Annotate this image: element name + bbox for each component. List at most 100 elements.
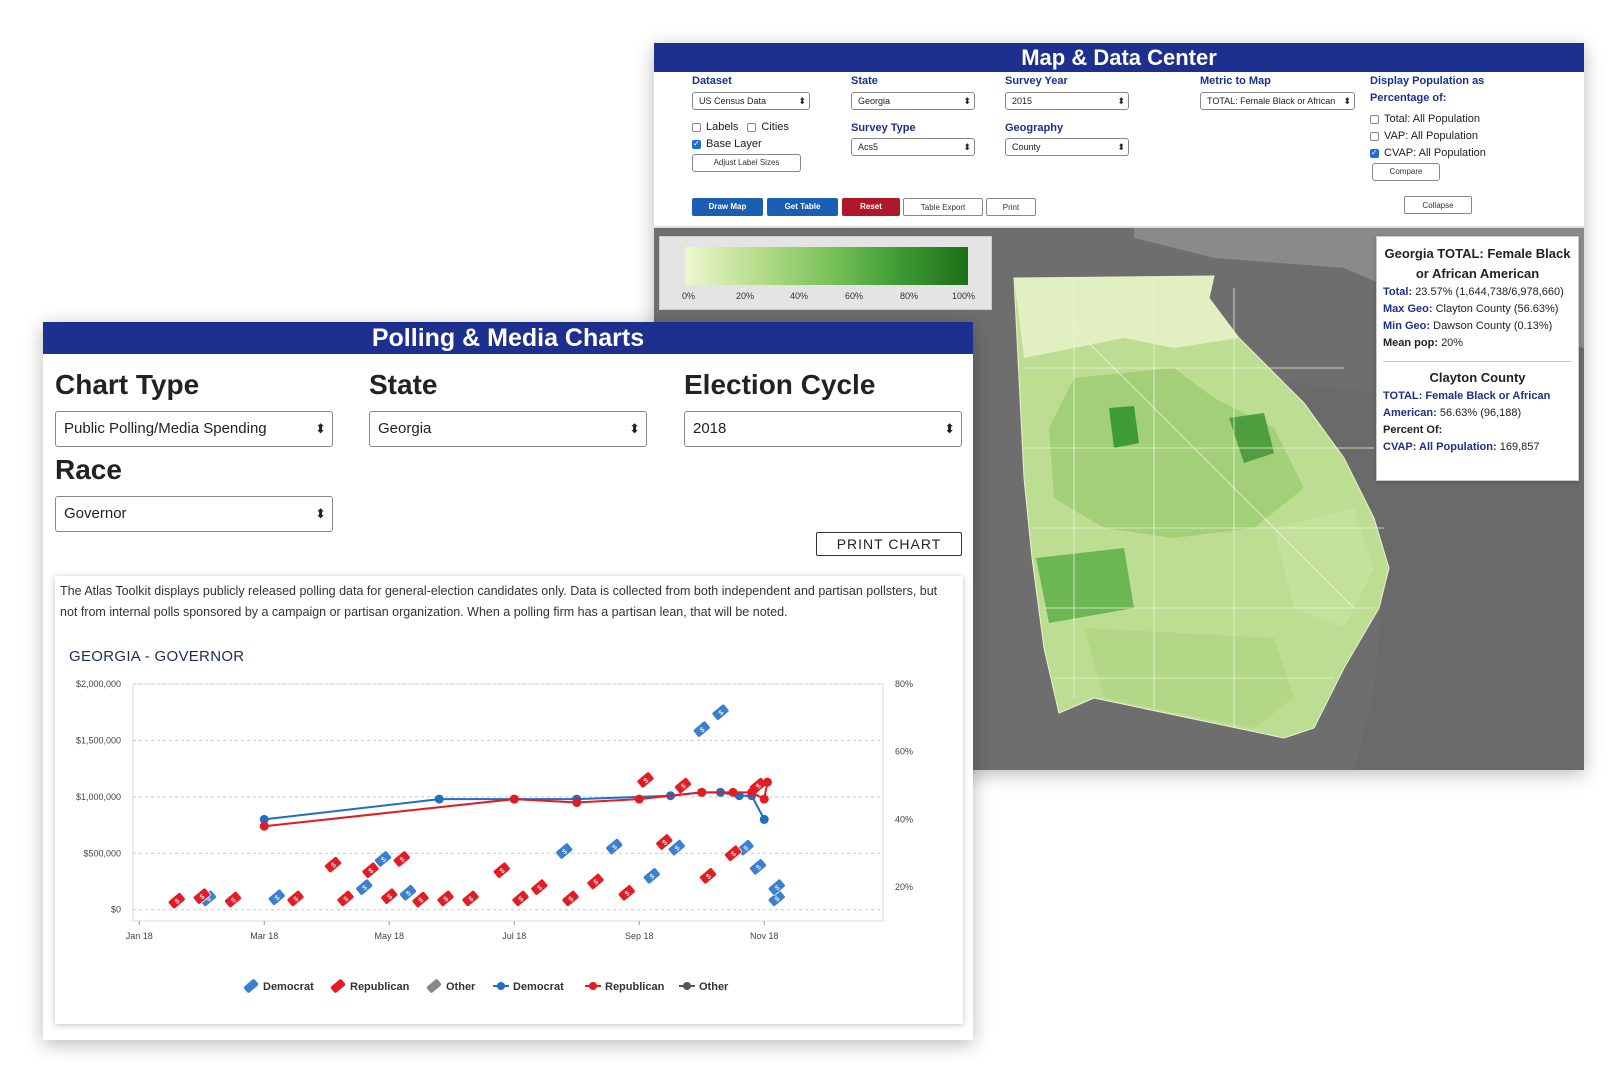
reset-button[interactable]: Reset — [842, 198, 900, 216]
spending-marker-democrat: $ — [711, 703, 730, 721]
adjust-label-sizes-button[interactable]: Adjust Label Sizes — [692, 154, 801, 172]
info-min: Min Geo: Dawson County (0.13%) — [1383, 318, 1572, 335]
svg-text:$: $ — [399, 856, 407, 864]
svg-text:$: $ — [649, 873, 657, 881]
poll-point-republican — [759, 794, 769, 804]
svg-text:$: $ — [743, 845, 751, 853]
print-button[interactable]: Print — [986, 198, 1036, 216]
polling-disclaimer: The Atlas Toolkit displays publicly rele… — [60, 584, 938, 619]
info-percent-of-label: Percent Of: — [1383, 424, 1443, 436]
y-left-tick-label: $1,000,000 — [76, 792, 121, 802]
get-table-button[interactable]: Get Table — [767, 198, 838, 216]
spending-marker-republican: $ — [636, 771, 655, 789]
spending-marker-republican: $ — [436, 889, 455, 907]
display-pop-label-2: Percentage of: — [1370, 92, 1447, 104]
chart-type-label: Chart Type — [55, 369, 200, 400]
svg-text:$: $ — [674, 845, 682, 853]
info-county-metric-label: TOTAL: Female Black or African American: — [1383, 390, 1551, 419]
pct-total-checkbox[interactable] — [1370, 114, 1379, 124]
map-controls: Dataset US Census Data State Georgia Sur… — [654, 72, 1584, 225]
base-layer-checkbox[interactable] — [692, 139, 701, 149]
legend-label: Other — [446, 981, 476, 993]
election-cycle-select[interactable]: 2018 — [684, 411, 962, 447]
info-cvap-value: 169,857 — [1499, 441, 1540, 453]
spending-marker-republican: $ — [724, 844, 742, 862]
info-mean: Mean pop: 20% — [1383, 335, 1572, 352]
state-select[interactable]: Georgia — [851, 92, 975, 110]
survey-year-label: Survey Year — [1005, 75, 1068, 87]
table-export-button[interactable]: Table Export — [903, 198, 983, 216]
pct-cvap-checkbox[interactable] — [1370, 148, 1379, 158]
svg-text:$: $ — [343, 896, 351, 904]
county-borders — [1024, 276, 1384, 728]
poll-point-republican — [634, 794, 644, 804]
spending-marker-republican: $ — [324, 856, 342, 874]
legend-tick: 40% — [790, 291, 809, 301]
metric-select[interactable]: TOTAL: Female Black or African — [1200, 92, 1355, 110]
state-select[interactable]: Georgia — [369, 411, 647, 447]
legend-label: Democrat — [513, 981, 564, 993]
info-max: Max Geo: Clayton County (56.63%) — [1383, 301, 1572, 318]
georgia-map-svg — [1013, 228, 1584, 770]
spending-marker-democrat: $ — [667, 839, 686, 857]
info-total-value: 23.57% (1,644,738/6,978,660) — [1415, 286, 1564, 298]
survey-type-select[interactable]: Acs5 — [851, 138, 975, 156]
polling-media-window: Polling & Media Charts Chart Type Public… — [43, 322, 973, 1040]
draw-map-button[interactable]: Draw Map — [692, 198, 763, 216]
labels-checkbox[interactable] — [692, 122, 701, 132]
spending-marker-republican: $ — [286, 889, 305, 907]
spending-marker-republican: $ — [224, 891, 242, 909]
poll-line-republican — [264, 782, 769, 828]
map-center-title: Map & Data Center — [654, 43, 1584, 72]
x-tick-label: Sep 18 — [625, 931, 654, 941]
survey-year-select[interactable]: 2015 — [1005, 92, 1129, 110]
y-right-tick-label: 40% — [895, 814, 913, 824]
x-tick-label: Jan 18 — [126, 931, 153, 941]
chart-type-select[interactable]: Public Polling/Media Spending — [55, 411, 333, 447]
chart-card: The Atlas Toolkit displays publicly rele… — [55, 576, 963, 1024]
pct-vap-label: VAP: All Population — [1384, 130, 1478, 142]
poll-point-democrat — [434, 794, 444, 804]
svg-text:$: $ — [199, 893, 207, 901]
cities-checkbox[interactable] — [747, 122, 757, 132]
pct-vap-checkbox[interactable] — [1370, 131, 1379, 141]
labels-cities-row: Labels Cities — [692, 121, 789, 133]
legend-tag-icon — [330, 979, 346, 993]
y-left-tick-label: $2,000,000 — [76, 679, 121, 689]
spending-marker-democrat: $ — [605, 837, 624, 856]
y-right-tick-label: 20% — [895, 882, 913, 892]
legend-dot-icon — [589, 982, 597, 990]
poll-point-republican — [697, 787, 707, 797]
legend-tag-icon — [426, 979, 442, 993]
collapse-button[interactable]: Collapse — [1404, 196, 1472, 214]
legend-label: Republican — [350, 981, 410, 993]
poll-point-republican — [259, 821, 269, 831]
spending-marker-democrat: $ — [399, 884, 417, 902]
dataset-select[interactable]: US Census Data — [692, 92, 810, 110]
print-chart-button[interactable]: PRINT CHART — [816, 532, 962, 556]
svg-text:$: $ — [230, 897, 238, 905]
info-total: Total: 23.57% (1,644,738/6,978,660) — [1383, 284, 1572, 301]
svg-text:$: $ — [499, 867, 507, 875]
svg-text:$: $ — [643, 777, 651, 785]
spending-marker-democrat: $ — [642, 867, 661, 885]
compare-button[interactable]: Compare — [1372, 163, 1440, 181]
y-right-tick-label: 80% — [895, 679, 913, 689]
legend-label: Republican — [605, 981, 665, 993]
legend-label: Other — [699, 981, 729, 993]
svg-text:$: $ — [624, 890, 632, 898]
pct-total-label: Total: All Population — [1384, 113, 1481, 125]
polling-chart[interactable]: $0 $500,000 $1,000,000 $1,500,000 $2,000,000… — [55, 676, 963, 1024]
southwest-region — [1036, 548, 1134, 623]
info-max-label: Max Geo: — [1383, 303, 1433, 315]
poll-point-democrat — [759, 814, 769, 824]
svg-text:$: $ — [730, 850, 738, 858]
poll-point-republican — [728, 787, 738, 797]
svg-text:$: $ — [368, 867, 376, 875]
survey-type-label: Survey Type — [851, 122, 916, 134]
race-select[interactable]: Governor — [55, 496, 333, 532]
geography-select[interactable]: County — [1005, 138, 1129, 156]
cities-checkbox-label: Cities — [761, 121, 789, 133]
race-label: Race — [55, 454, 122, 485]
legend-dot-icon — [497, 982, 505, 990]
